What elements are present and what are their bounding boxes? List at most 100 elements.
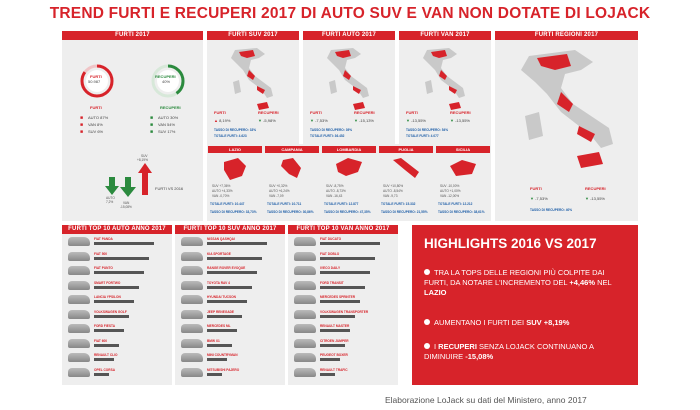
rank-bar — [94, 372, 109, 376]
auto-totale: TOTALE FURTI: 36.452 — [310, 134, 345, 138]
vehicle-thumbnail — [68, 295, 90, 304]
region-stat-row: AUTO +4,33% — [212, 189, 233, 193]
arrow-van-down-icon — [120, 177, 136, 197]
rank-bar — [320, 256, 375, 260]
vehicle-thumbnail — [294, 280, 316, 290]
vehicle-thumbnail — [181, 353, 203, 362]
bullet-icon — [424, 319, 430, 325]
vehicle-name: RENAULT TRAFIC — [320, 367, 348, 372]
vehicle-thumbnail — [68, 280, 90, 290]
vehicle-name: FIAT DUCATO — [320, 237, 342, 241]
auto-label: AUTO — [106, 196, 115, 200]
suv-totale: TOTALE FURTI: 4.623 — [214, 134, 247, 138]
panel-header: FURTI VAN 2017 — [399, 31, 491, 40]
bullet-icon — [424, 343, 430, 349]
region-map-icon — [450, 160, 476, 176]
italy-map-van — [423, 48, 465, 110]
vehicle-thumbnail — [181, 324, 203, 333]
vehicle-name: PEUGEOT BOXER — [320, 353, 348, 357]
rank-bar — [320, 271, 370, 274]
vehicle-thumbnail — [181, 367, 203, 377]
down-arrow-icon: ▼ — [310, 118, 316, 123]
vehicle-name: JEEP RENEGADE — [207, 309, 235, 314]
vehicle-thumbnail — [181, 309, 203, 319]
vehicle-name: MITSUBISHI PAJERO — [207, 367, 240, 372]
region-header: PUGLIA — [379, 146, 433, 153]
auto-furti-label: FURTI — [310, 110, 322, 115]
bullet-icon — [424, 269, 430, 275]
vehicle-thumbnail — [294, 338, 316, 348]
van-furti-label: FURTI — [406, 110, 418, 115]
rank-bar — [207, 329, 237, 332]
vehicle-name: FORD TRANSIT — [320, 280, 344, 285]
region-totale: TOTALE FURTI: 10.447 — [210, 202, 245, 206]
region-tasso: TASSO DI RECUPERO: 33,73% — [210, 210, 257, 214]
suv-icon: ■ — [150, 129, 154, 135]
region-stat-row: AUTO -8,73% — [326, 189, 346, 193]
suv-recuperi-value: ▼ -5,98% — [258, 118, 276, 123]
ring-furti-value: 50.987 — [88, 79, 101, 84]
region-map-icon — [224, 158, 246, 180]
region-map-icon — [281, 158, 301, 178]
region-map-icon — [393, 158, 419, 178]
panel-furti-auto-2017: FURTI AUTO 2017 — [303, 31, 395, 146]
vehicle-thumbnail — [294, 353, 316, 362]
arrow-suv-up-icon — [138, 163, 152, 195]
ring-recuperi-label: RECUPERI — [155, 74, 176, 79]
region-stat-row: SUV +10,80% — [383, 184, 404, 188]
vehicle-name: BMW X1 — [207, 338, 220, 343]
source-caption: Elaborazione LoJack su dati del Minister… — [385, 395, 587, 405]
recuperi-row: VAN 54% — [158, 122, 176, 127]
vehicle-thumbnail — [68, 237, 90, 246]
rank-bar — [207, 256, 262, 260]
rank-bar — [320, 285, 365, 289]
rank-bar — [207, 271, 257, 274]
region-map-icon — [336, 158, 362, 176]
vehicle-name: IVECO DAILY — [320, 266, 341, 270]
vehicle-name: HYUNDAI TUCSON — [207, 295, 236, 299]
region-stat-row: SUV -8,75% — [326, 184, 344, 188]
vehicle-thumbnail — [68, 353, 90, 362]
rank-bar — [320, 329, 350, 332]
vehicle-thumbnail — [181, 237, 203, 246]
furti-row: VAN 8% — [88, 122, 103, 127]
region-tasso: TASSO DI RECUPERO: 21,55% — [381, 210, 428, 214]
rank-bar — [320, 343, 345, 347]
panel-header: FURTI TOP 10 SUV ANNO 2017 — [175, 225, 285, 234]
panel-header: FURTI 2017 — [62, 31, 203, 40]
rank-bar — [207, 300, 247, 303]
rank-bar — [207, 372, 222, 376]
vehicle-name: RENAULT CLIO — [94, 353, 118, 357]
vehicle-name: RENAULT MASTER — [320, 324, 350, 328]
page-title: TREND FURTI E RECUPERI 2017 DI AUTO SUV … — [49, 5, 651, 22]
region-stat-row: SUV +0,32% — [269, 184, 288, 188]
van-recuperi-label: RECUPERI — [450, 110, 471, 115]
furti-row: AUTO 87% — [88, 115, 109, 120]
recuperi-row: SUV 17% — [158, 129, 176, 134]
down-arrow-icon: ▼ — [530, 196, 536, 201]
rank-bar — [94, 271, 144, 274]
rank-bar — [94, 242, 154, 245]
vehicle-thumbnail — [68, 367, 90, 377]
highlight-item-suv: AUMENTANO I FURTI DEI SUV +8,19% — [424, 318, 629, 328]
vehicle-name: VOLKSWAGEN GOLF — [94, 309, 127, 314]
vehicle-name: FIAT PANDA — [94, 237, 113, 241]
car-icon: ■ — [150, 115, 154, 121]
vehicle-name: FIAT 500 — [94, 251, 108, 256]
regioni-furti-label: FURTI — [530, 186, 542, 191]
suv-furti-label: FURTI — [214, 110, 226, 115]
van-furti-value: ▼ -13,55% — [406, 118, 426, 123]
rank-bar — [94, 358, 114, 361]
vehicle-thumbnail — [181, 280, 203, 290]
rank-bar — [207, 314, 242, 318]
panel-header: FURTI REGIONI 2017 — [495, 31, 638, 40]
rank-bar — [320, 358, 340, 361]
highlight-item-lazio: TRA LA TOPS DELLE REGIONI PIÙ COLPITE DA… — [424, 268, 612, 297]
car-icon: ■ — [80, 115, 84, 121]
regioni-recuperi-value: ▼ -13,55% — [585, 196, 605, 201]
panel-header: FURTI TOP 10 VAN ANNO 2017 — [288, 225, 398, 234]
italy-map-regions — [521, 50, 613, 168]
up-arrow-icon: ▲ — [214, 118, 220, 123]
down-arrow-icon: ▼ — [585, 196, 591, 201]
van-tasso: TASSO DI RECUPERO: 54% — [406, 128, 449, 132]
